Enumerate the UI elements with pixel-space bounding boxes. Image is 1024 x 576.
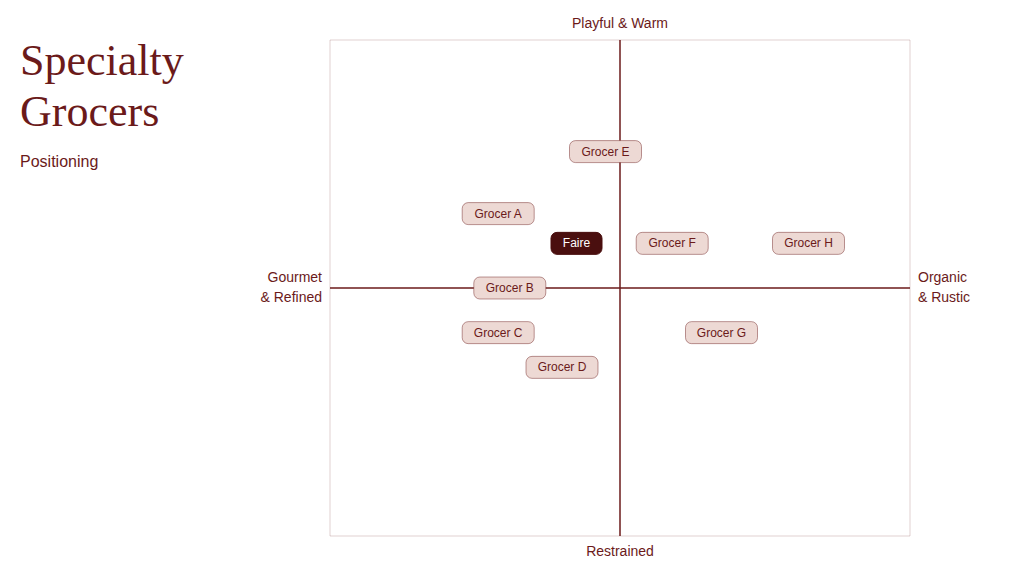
html-text:Organic & Rustic: Organic & Rustic [918,269,971,305]
html-text:Playful & Warm: Playful & Warm [572,15,668,32]
svg-text:Faire: Faire [563,236,591,250]
html-text:Gourmet & Refined: Gourmet & Refined [260,269,322,305]
svg-text:Grocer E: Grocer E [581,145,629,159]
svg-text:Grocer B: Grocer B [486,281,534,295]
html-text:Specialty: Specialty [20,36,184,85]
html-text:Positioning: Positioning [20,153,99,171]
html-text:Grocers: Grocers [20,86,160,136]
svg-text:Grocer A: Grocer A [475,207,522,221]
svg-text:Grocer G: Grocer G [697,326,746,340]
svg-text:Grocer D: Grocer D [538,360,587,374]
svg-text:Grocer H: Grocer H [784,236,833,250]
svg-text:Grocer F: Grocer F [649,236,696,250]
svg-text:Grocer C: Grocer C [474,326,523,340]
html-text:Restrained: Restrained [586,543,654,559]
